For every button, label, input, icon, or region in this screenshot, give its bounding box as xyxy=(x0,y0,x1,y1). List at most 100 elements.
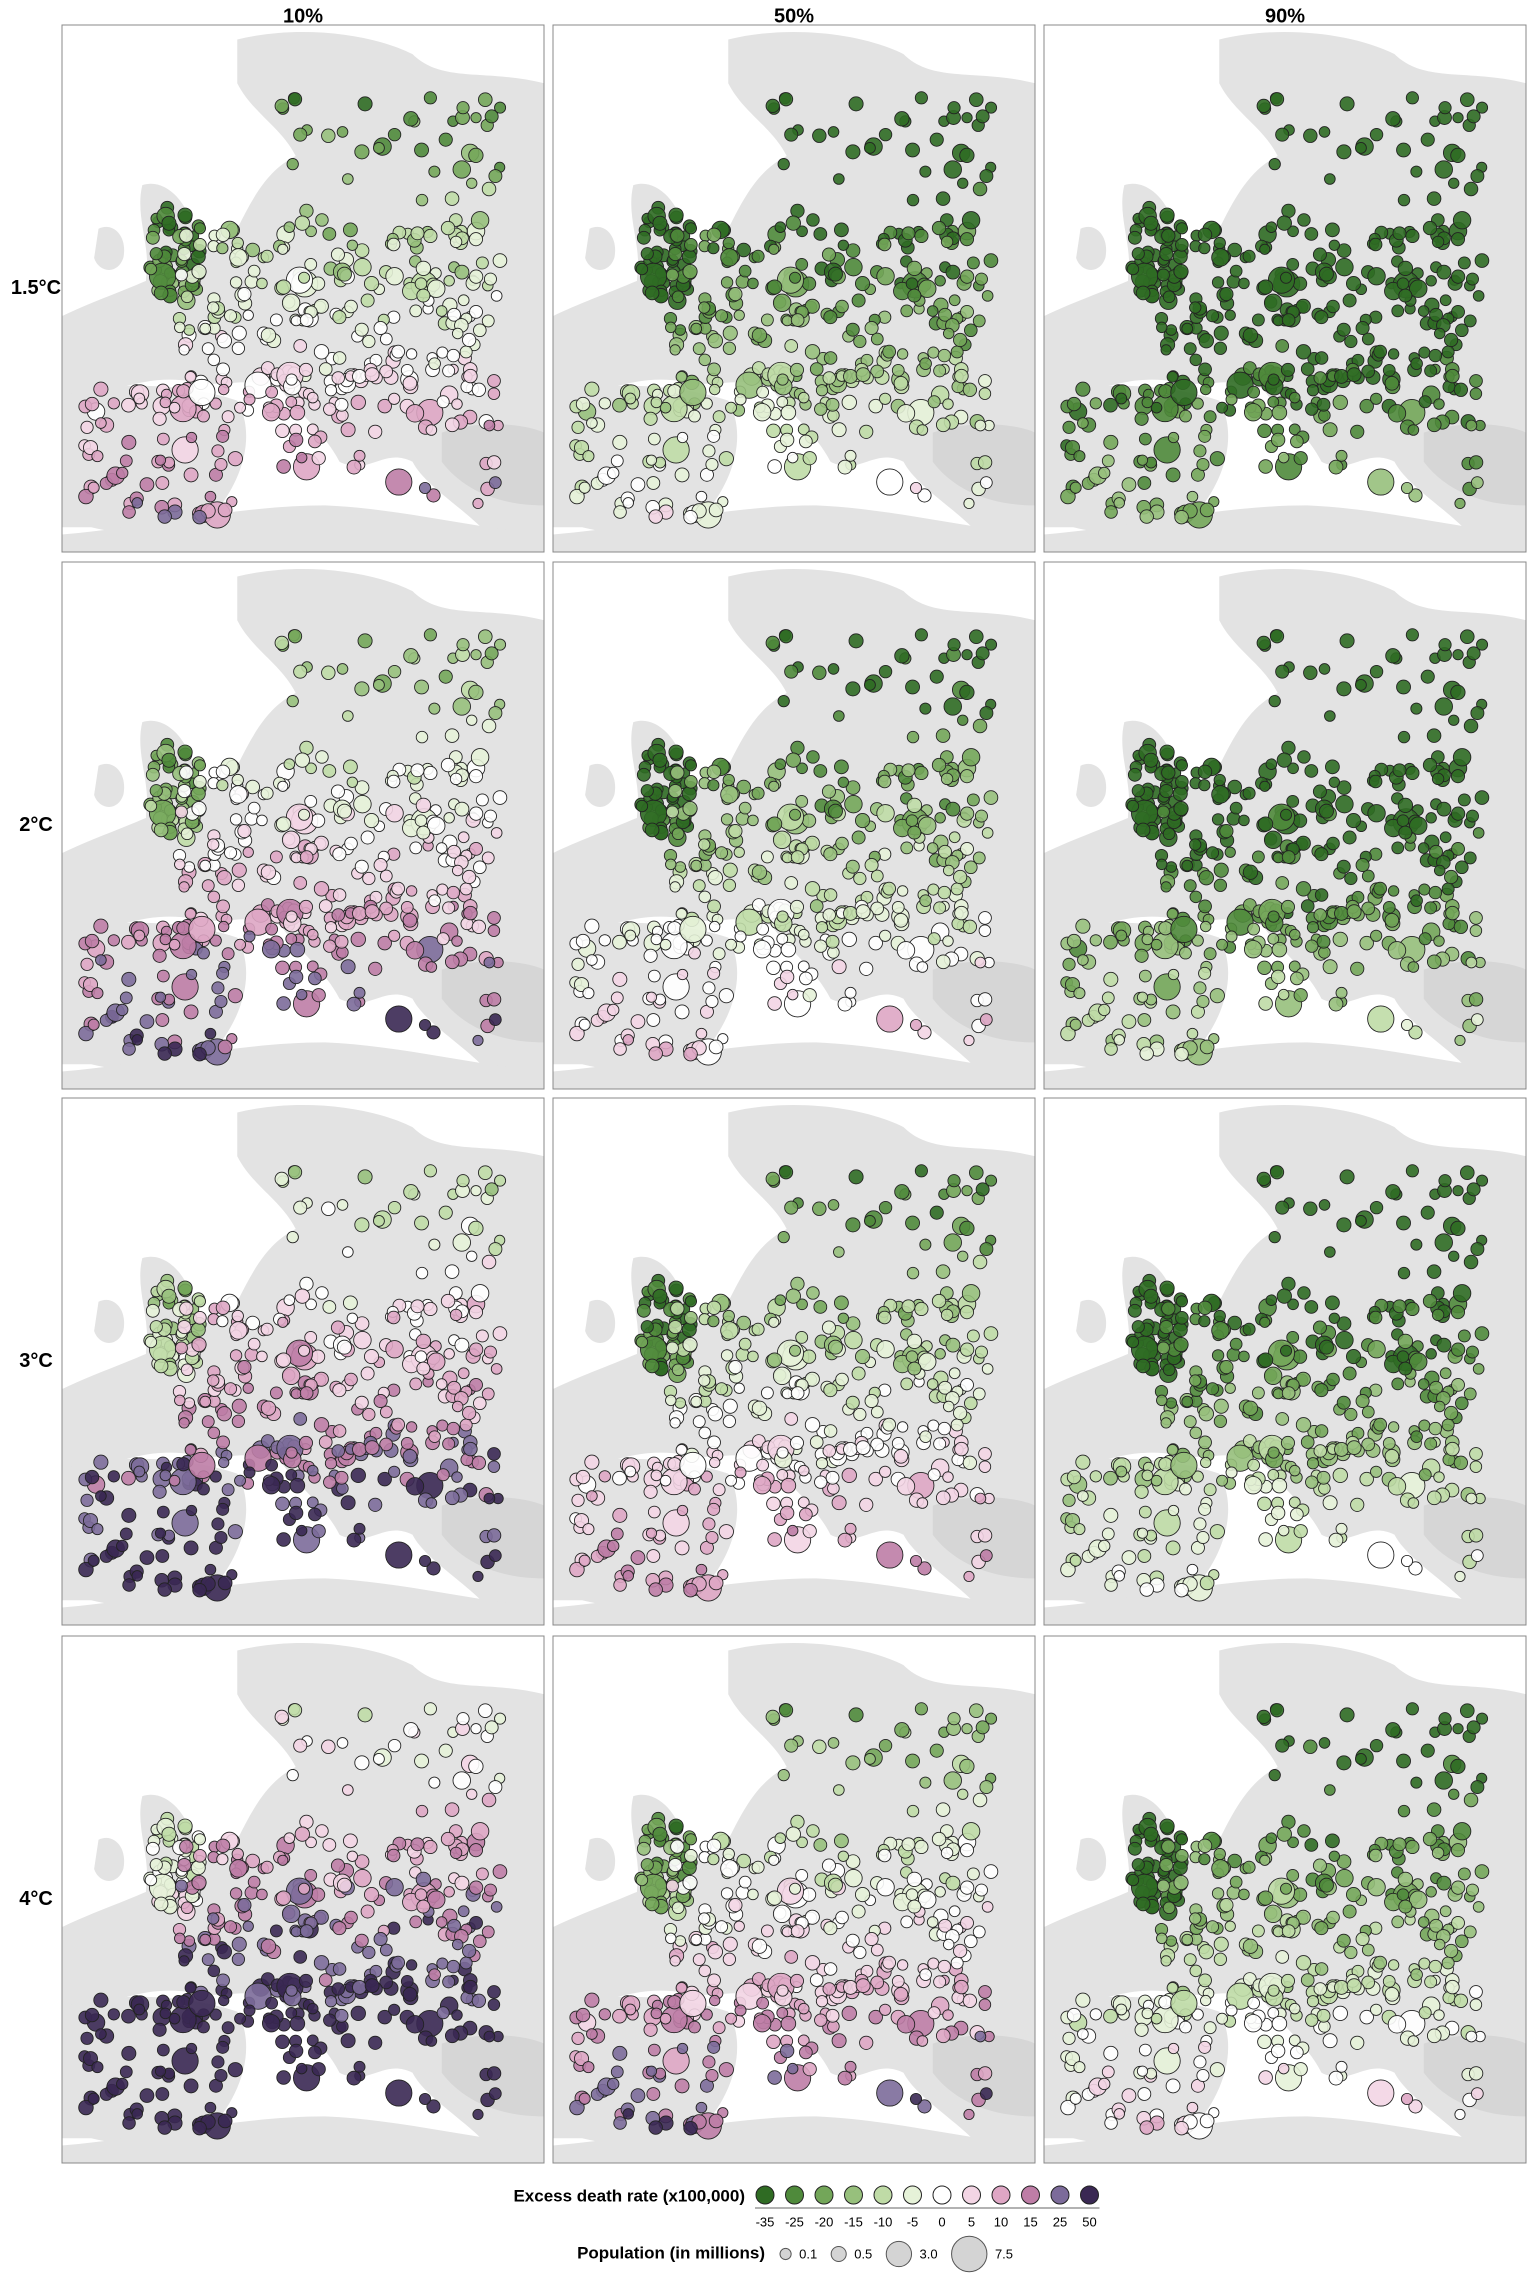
city-dot xyxy=(943,697,962,716)
city-dot xyxy=(409,304,423,318)
city-dot xyxy=(1199,1575,1215,1591)
city-dot xyxy=(935,1490,951,1506)
city-dot xyxy=(718,451,734,467)
city-dot xyxy=(363,812,380,829)
city-dot xyxy=(1312,784,1327,799)
city-dot xyxy=(765,635,780,651)
city-dot xyxy=(1286,795,1300,808)
city-dot xyxy=(1200,383,1212,396)
city-dot xyxy=(193,1295,207,1308)
city-dot xyxy=(814,1475,828,1489)
city-dot xyxy=(368,1497,383,1512)
city-dot xyxy=(940,772,954,786)
city-dot xyxy=(247,801,261,815)
city-dot xyxy=(942,935,954,947)
city-dot xyxy=(470,1185,482,1197)
city-dot xyxy=(1075,381,1091,397)
city-dot xyxy=(938,307,952,322)
city-dot xyxy=(707,870,723,886)
city-dot xyxy=(978,1447,992,1461)
city-dot xyxy=(961,112,973,124)
city-dot xyxy=(1242,864,1259,880)
city-dot xyxy=(313,344,330,360)
city-dot xyxy=(330,784,345,799)
city-dot xyxy=(954,368,969,384)
city-dot xyxy=(93,1992,109,2008)
city-dot xyxy=(1138,1505,1152,1519)
city-dot xyxy=(362,334,376,349)
city-dot xyxy=(318,1973,333,1987)
city-dot xyxy=(1141,933,1154,946)
city-dot xyxy=(229,1887,243,1900)
city-dot xyxy=(373,321,388,336)
city-dot xyxy=(1470,1013,1484,1026)
city-dot xyxy=(786,451,799,464)
city-dot xyxy=(1373,1417,1388,1432)
city-dot xyxy=(806,1286,820,1300)
city-dot xyxy=(1224,846,1236,858)
city-dot xyxy=(231,325,247,341)
city-dot xyxy=(484,646,499,661)
city-dot xyxy=(834,1295,849,1311)
city-dot xyxy=(1455,1396,1469,1411)
city-dot xyxy=(119,1527,133,1541)
city-dot xyxy=(914,91,928,105)
city-dot xyxy=(1459,1165,1475,1180)
city-dot xyxy=(276,1532,291,1547)
city-dot xyxy=(454,801,470,817)
city-dot xyxy=(368,2035,383,2050)
city-dot xyxy=(667,1457,682,1472)
city-dot xyxy=(906,1333,923,1349)
city-dot xyxy=(854,812,871,829)
city-dot xyxy=(613,1578,627,1592)
city-dot xyxy=(864,1215,876,1227)
city-dot xyxy=(1326,299,1340,314)
city-dot xyxy=(305,225,317,238)
city-dot xyxy=(294,215,310,231)
city-dot xyxy=(1256,635,1271,651)
city-dot xyxy=(778,92,794,107)
city-dot xyxy=(1170,1451,1198,1479)
city-dot xyxy=(974,956,987,969)
city-dot xyxy=(463,905,478,921)
city-dot xyxy=(224,846,238,860)
city-dot xyxy=(243,930,256,943)
city-dot xyxy=(1433,327,1446,340)
city-dot xyxy=(457,1905,470,1918)
city-dot xyxy=(907,288,922,303)
city-dot xyxy=(201,879,215,893)
city-dot xyxy=(1290,971,1304,986)
city-dot xyxy=(669,344,681,356)
city-dot xyxy=(1170,915,1198,943)
city-dot xyxy=(1410,165,1423,178)
city-dot xyxy=(350,394,366,410)
city-dot xyxy=(1422,757,1438,773)
city-dot xyxy=(1438,1174,1452,1188)
city-dot xyxy=(894,1184,910,1200)
city-dot xyxy=(1328,1532,1344,1548)
city-dot xyxy=(116,1539,129,1553)
city-dot xyxy=(675,371,688,383)
city-dot xyxy=(622,497,634,509)
city-dot xyxy=(313,298,329,314)
city-dot xyxy=(610,991,624,1005)
city-dot xyxy=(1158,921,1173,936)
city-dot xyxy=(950,345,964,359)
city-dot xyxy=(157,2120,172,2135)
city-dot xyxy=(415,1804,429,1818)
city-dot xyxy=(900,304,914,318)
city-dot xyxy=(179,228,194,243)
city-dot xyxy=(131,1570,143,1582)
city-dot xyxy=(827,266,843,282)
city-dot xyxy=(231,341,246,355)
city-dot xyxy=(1103,934,1118,950)
city-dot xyxy=(323,1475,337,1489)
city-dot xyxy=(893,1448,909,1464)
city-dot xyxy=(1397,797,1414,813)
city-dot xyxy=(1198,333,1214,349)
city-dot xyxy=(256,1350,268,1363)
city-dot xyxy=(901,1299,916,1314)
city-dot xyxy=(841,931,857,947)
city-dot xyxy=(185,968,198,981)
city-dot xyxy=(446,1421,461,1436)
